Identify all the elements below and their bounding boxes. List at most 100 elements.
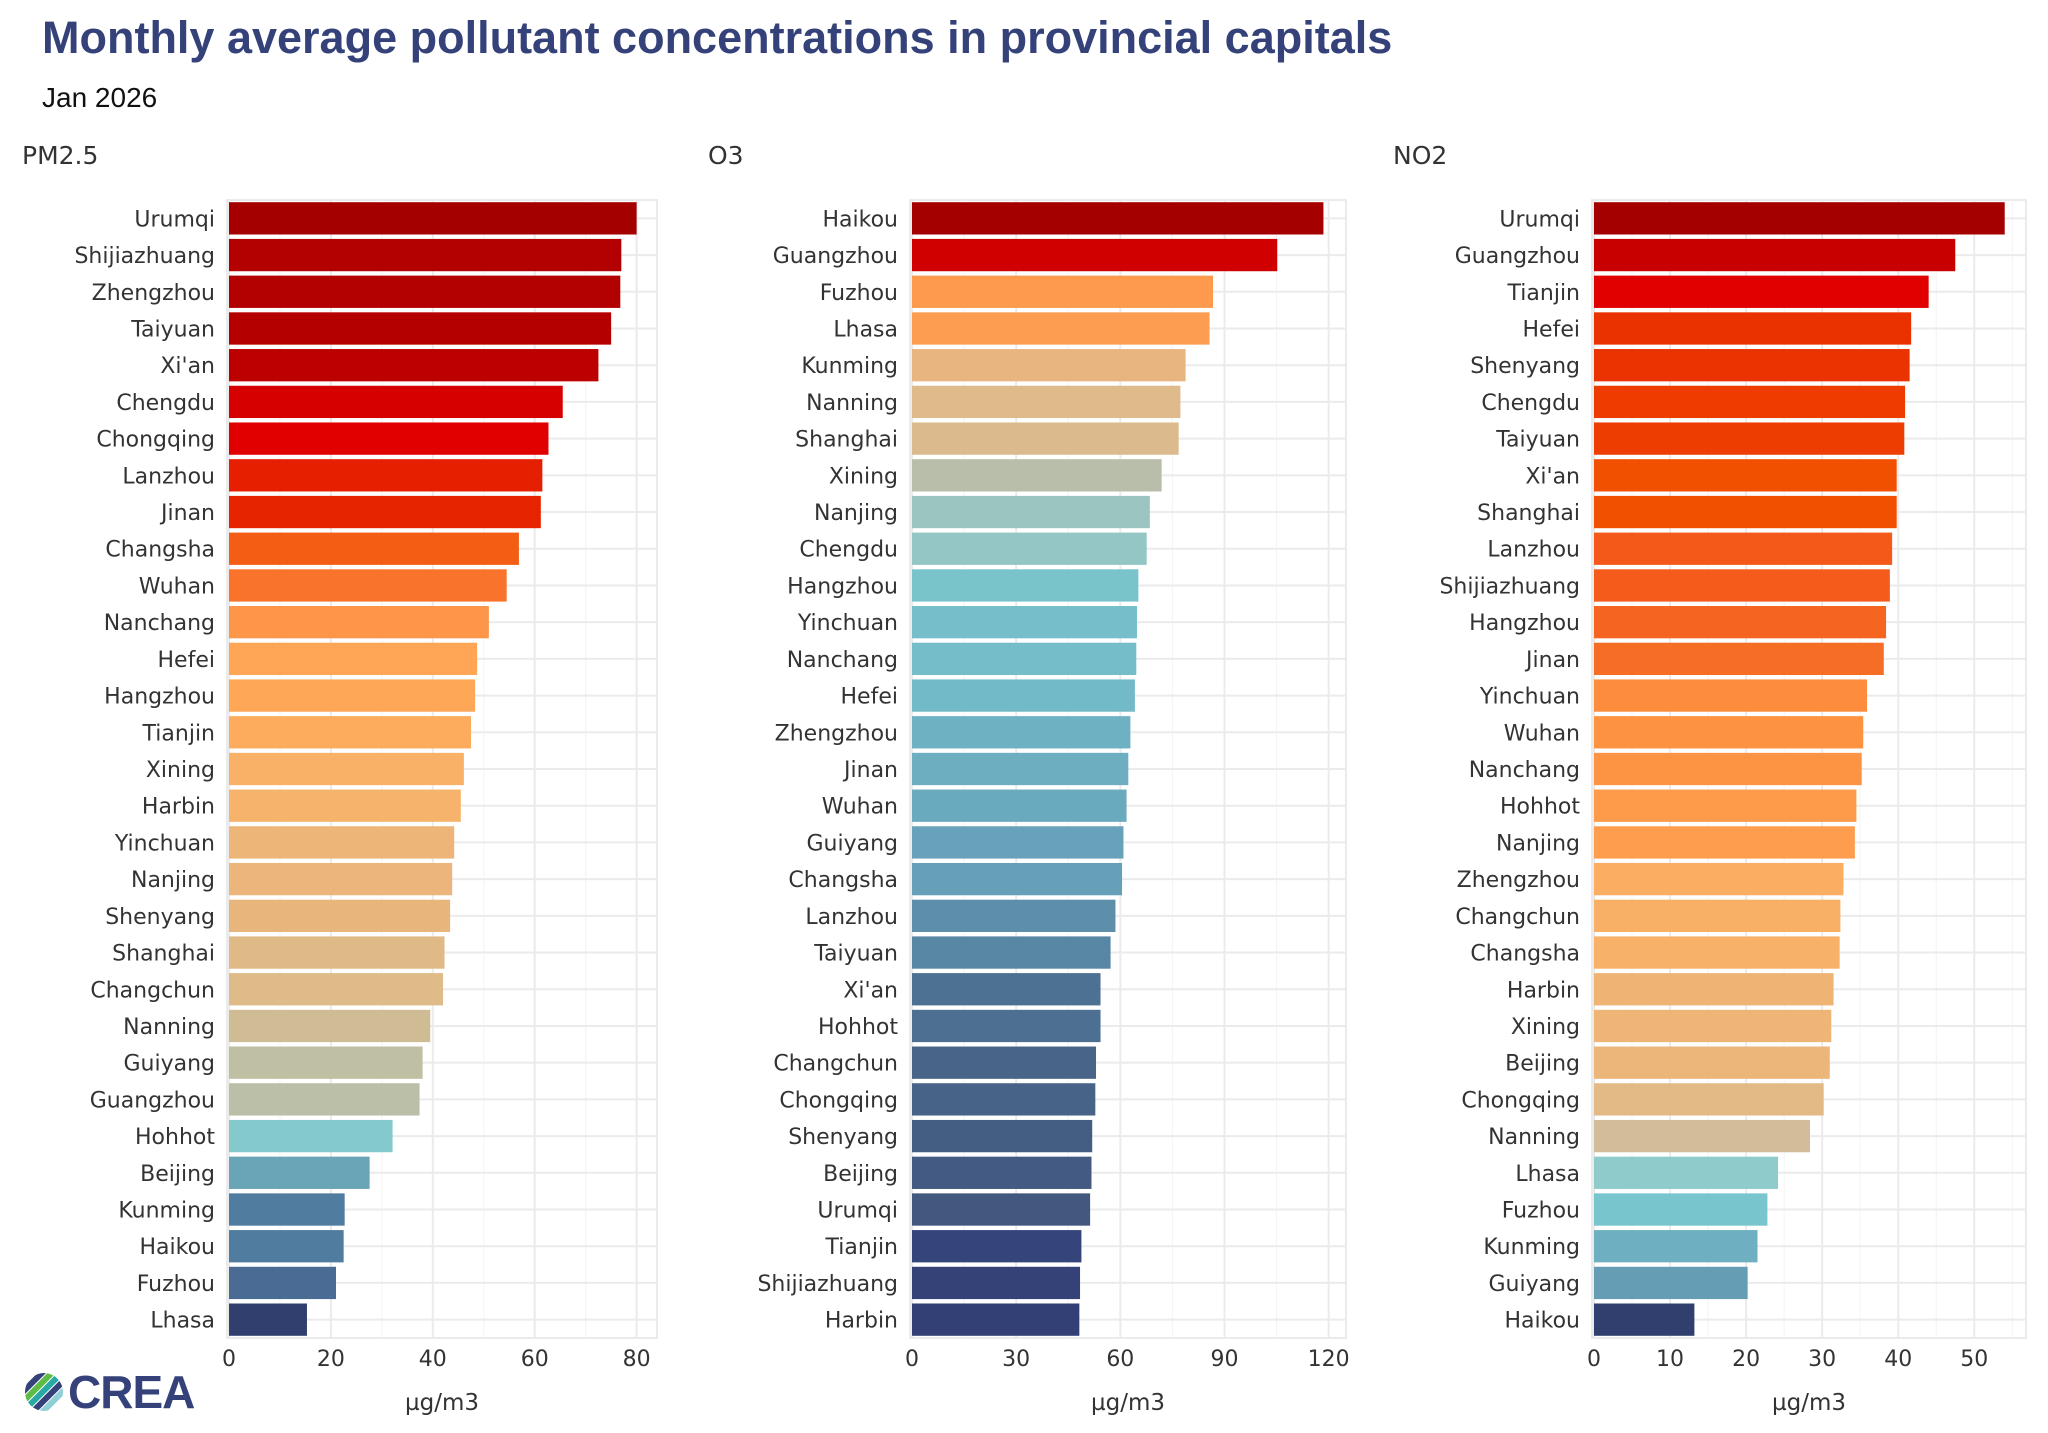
category-label: Nanchang	[787, 648, 898, 673]
bar	[1594, 752, 1862, 786]
category-label: Harbin	[1507, 978, 1580, 1003]
category-label: Harbin	[142, 795, 215, 820]
bar	[1594, 679, 1868, 712]
x-tick-label: 120	[1308, 1347, 1350, 1372]
bar	[912, 495, 1150, 529]
category-label: Nanning	[1488, 1125, 1580, 1150]
category-label: Shenyang	[788, 1125, 898, 1150]
x-tick-label: 60	[521, 1347, 549, 1372]
facet-label: PM2.5	[22, 141, 98, 170]
category-label: Yinchuan	[797, 611, 898, 636]
category-label: Guangzhou	[1455, 244, 1580, 269]
bar	[229, 1156, 370, 1189]
category-label: Guangzhou	[773, 244, 898, 269]
chart-title: Monthly average pollutant concentrations…	[42, 12, 1393, 63]
category-label: Haikou	[140, 1235, 216, 1260]
bar	[229, 1230, 344, 1263]
bar	[1594, 569, 1890, 602]
category-label: Xi'an	[1525, 464, 1580, 489]
bar	[1594, 1156, 1779, 1189]
x-tick-label: 0	[1587, 1347, 1601, 1372]
category-label: Changchun	[90, 978, 215, 1003]
category-label: Lhasa	[150, 1309, 215, 1334]
category-label: Nanjing	[131, 868, 215, 893]
bar	[229, 1119, 393, 1153]
bar	[229, 679, 476, 712]
category-label: Kunming	[118, 1199, 215, 1224]
category-label: Urumqi	[1499, 207, 1580, 232]
bar	[1594, 1009, 1832, 1043]
category-label: Kunming	[1483, 1235, 1580, 1260]
bar	[1594, 459, 1897, 492]
x-tick-label: 20	[317, 1347, 345, 1372]
facet-label: NO2	[1393, 141, 1447, 170]
bar	[1594, 789, 1857, 822]
category-label: Hefei	[1523, 317, 1580, 342]
bar	[912, 459, 1162, 492]
category-label: Shenyang	[1470, 354, 1580, 379]
category-label: Tianjin	[825, 1235, 898, 1260]
bar	[229, 1046, 423, 1079]
panel-pm25: PM2.5 Urumqi Shijiazhuang Zhengzhou Taiyuan X…	[22, 141, 658, 1416]
category-label: Zhengzhou	[1457, 868, 1580, 893]
category-label: Wuhan	[1504, 721, 1580, 746]
category-label: Yinchuan	[1479, 685, 1580, 710]
bar	[912, 1266, 1081, 1300]
bar	[912, 1156, 1092, 1189]
category-label: Chongqing	[96, 428, 215, 453]
bar	[229, 862, 453, 896]
bar	[229, 936, 445, 969]
category-label: Nanjing	[1496, 831, 1580, 856]
bar	[229, 202, 637, 235]
bar	[1594, 385, 1906, 419]
crea-logo-text: CREA	[68, 1366, 195, 1418]
x-tick-label: 60	[1106, 1347, 1134, 1372]
category-label: Guiyang	[806, 831, 898, 856]
bar	[912, 973, 1101, 1006]
bar	[229, 1303, 307, 1336]
bar	[912, 532, 1147, 565]
category-label: Hangzhou	[104, 685, 215, 710]
x-tick-label: 30	[1808, 1347, 1836, 1372]
category-label: Zhengzhou	[92, 281, 215, 306]
bar	[1594, 1266, 1748, 1300]
bar	[912, 1009, 1101, 1043]
bar	[229, 716, 472, 749]
bar	[1594, 1083, 1824, 1116]
bar	[912, 606, 1137, 639]
category-label: Changsha	[1470, 942, 1580, 967]
bar	[1594, 1230, 1758, 1263]
bar	[229, 532, 519, 565]
category-label: Jinan	[1524, 648, 1580, 673]
category-label: Hefei	[841, 685, 898, 710]
bar	[912, 752, 1129, 786]
bar	[1594, 1046, 1830, 1079]
bar	[229, 1009, 431, 1043]
x-tick-label: 10	[1656, 1347, 1684, 1372]
bar	[912, 716, 1131, 749]
category-label: Beijing	[1505, 1052, 1580, 1077]
bar	[229, 385, 563, 419]
x-tick-label: 50	[1960, 1347, 1988, 1372]
facet-label: O3	[708, 141, 744, 170]
x-tick-label: 40	[419, 1347, 447, 1372]
x-tick-label: 0	[222, 1347, 236, 1372]
category-label: Nanjing	[814, 501, 898, 526]
bar	[229, 1193, 345, 1226]
bar	[912, 238, 1278, 272]
bar	[1594, 202, 2005, 235]
x-axis-title: µg/m3	[405, 1390, 479, 1416]
category-label: Lanzhou	[1487, 538, 1580, 563]
bar	[229, 238, 622, 272]
bar	[229, 899, 451, 932]
bar	[229, 495, 541, 529]
bar	[912, 862, 1123, 896]
bar	[912, 826, 1124, 859]
bar	[1594, 1303, 1695, 1336]
category-label: Fuzhou	[1502, 1199, 1580, 1224]
category-label: Shanghai	[1477, 501, 1580, 526]
bar	[912, 1046, 1097, 1079]
bar	[912, 385, 1181, 419]
category-label: Beijing	[823, 1162, 898, 1187]
